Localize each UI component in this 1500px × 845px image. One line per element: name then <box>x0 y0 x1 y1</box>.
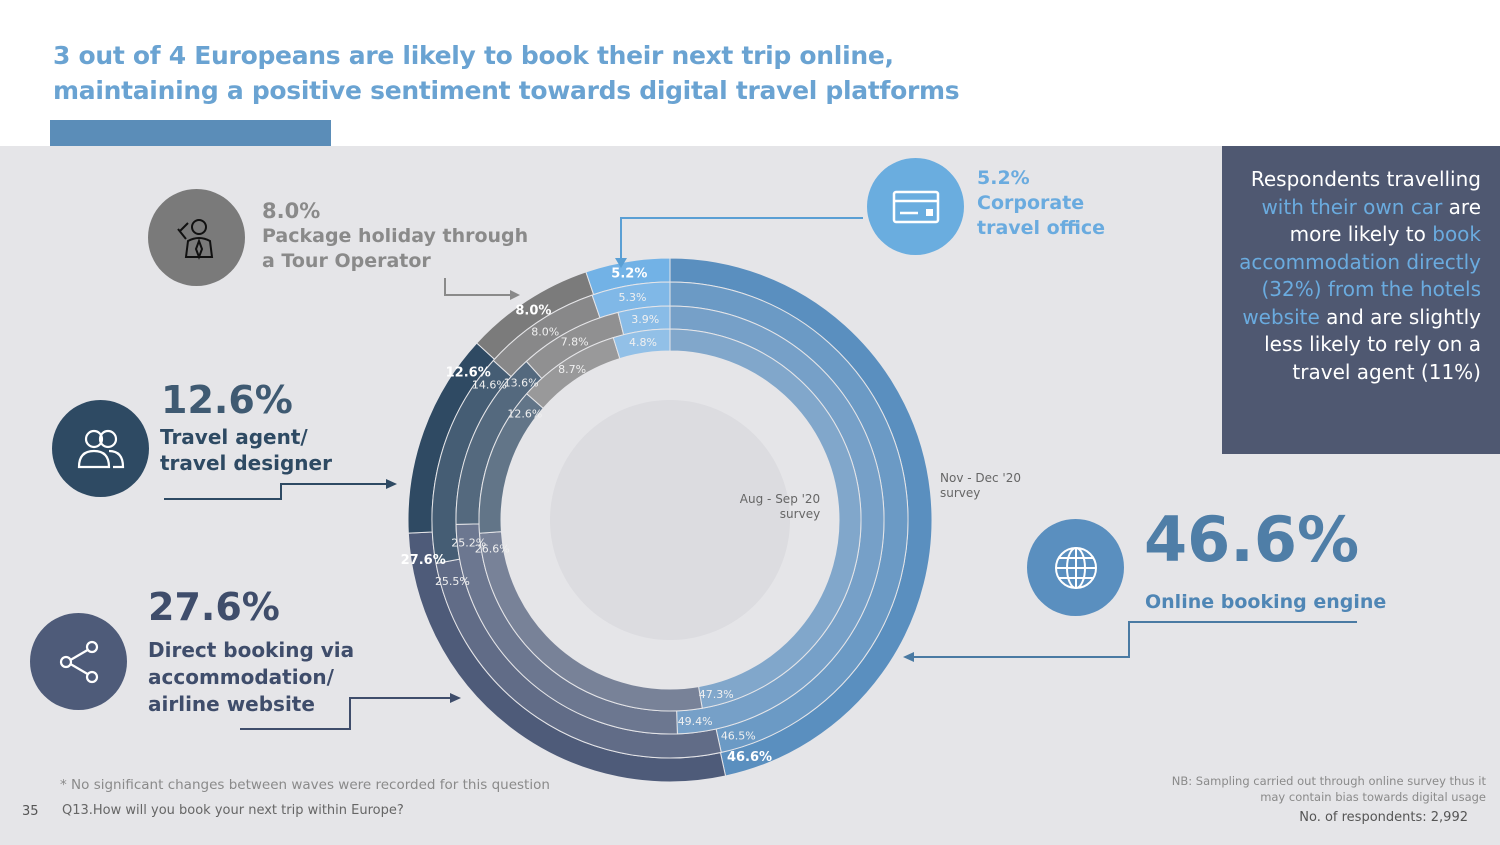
package-label-1: Package holiday through <box>262 225 529 247</box>
online-label: Online booking engine <box>1145 591 1387 613</box>
donut-value-label: 5.3% <box>619 291 647 304</box>
callout-highlight-1: with their own car <box>1261 194 1443 219</box>
package-arrow-icon <box>510 290 520 300</box>
online-arrow-icon <box>903 652 914 662</box>
tour-operator-glyph <box>176 218 213 260</box>
respondent-count: No. of respondents: 2,992 <box>1299 810 1468 825</box>
share-glyph <box>59 640 98 683</box>
corporate-arrow-icon <box>615 258 627 268</box>
page-title: 3 out of 4 Europeans are likely to book … <box>53 38 1053 108</box>
donut-value-label: 12.6% <box>446 365 491 380</box>
donut-value-label: 13.6% <box>504 377 539 390</box>
outer-ring-label-1: Nov - Dec '20 <box>940 471 1021 485</box>
agent-label-1: Travel agent/ <box>160 425 308 449</box>
donut-value-label: 49.4% <box>678 715 713 728</box>
donut-value-label: 46.5% <box>721 729 756 742</box>
agent-connector <box>164 483 388 500</box>
corporate-connector <box>620 217 863 262</box>
package-percentage: 8.0% <box>262 199 321 223</box>
donut-value-label: 8.7% <box>558 363 586 376</box>
globe-icon <box>1027 519 1124 616</box>
corporate-percentage: 5.2% <box>977 167 1030 189</box>
outer-ring-label-2: survey <box>940 486 980 500</box>
donut-value-label: 26.6% <box>475 543 510 556</box>
agent-arrow-icon <box>386 479 397 489</box>
title-accent-bar <box>50 120 331 146</box>
donut-value-label: 8.0% <box>515 304 551 319</box>
insight-callout: Respondents travelling with their own ca… <box>1222 146 1500 454</box>
callout-text-2: are more likely to <box>1289 194 1481 247</box>
donut-value-label: 7.8% <box>561 335 589 348</box>
agent-label-2: travel designer <box>160 451 332 475</box>
online-connector <box>912 621 1357 658</box>
globe-glyph <box>1054 546 1097 589</box>
donut-value-labels: 46.6% 27.6% 12.6% 8.0% 5.2% 46.5% 25.5% 14.6% 8.… <box>401 266 772 765</box>
credit-card-glyph <box>892 190 939 223</box>
package-label-2: a Tour Operator <box>262 250 431 272</box>
donut-value-label: 4.8% <box>629 336 657 349</box>
donut-center <box>550 400 790 640</box>
online-percentage: 46.6% <box>1144 503 1360 576</box>
donut-value-label: 12.6% <box>507 408 542 421</box>
corporate-label-1: Corporate <box>977 192 1085 214</box>
agent-percentage: 12.6% <box>161 378 293 422</box>
tour-operator-icon <box>148 189 245 286</box>
donut-value-label: 27.6% <box>401 553 446 568</box>
donut-value-label: 14.6% <box>472 378 507 391</box>
donut-value-label: 5.2% <box>611 266 647 281</box>
footnote: * No significant changes between waves w… <box>60 777 550 793</box>
callout-text-3: and are slightly less likely to rely on … <box>1264 304 1481 384</box>
donut-segment <box>612 328 671 360</box>
direct-arrow-icon <box>450 693 461 703</box>
credit-card-icon <box>867 158 964 255</box>
donut-value-label: 8.0% <box>531 326 559 339</box>
users-icon <box>52 400 149 497</box>
title-line-1: 3 out of 4 Europeans are likely to book … <box>53 41 894 70</box>
inner-ring-label-1: Aug - Sep '20 <box>740 492 820 506</box>
direct-label-2: accommodation/ <box>148 665 334 689</box>
callout-text-1: Respondents travelling <box>1250 167 1481 191</box>
sampling-note-1: NB: Sampling carried out through online … <box>1171 774 1486 788</box>
inner-ring-label-2: survey <box>780 507 820 521</box>
callout-highlight-2: book accommodation directly (32%) from t… <box>1239 222 1481 329</box>
donut-rings <box>407 257 933 783</box>
title-line-2: maintaining a positive sentiment towards… <box>53 76 960 105</box>
direct-connector <box>240 697 452 730</box>
donut-value-label: 25.5% <box>435 575 470 588</box>
direct-label-3: airline website <box>148 692 315 716</box>
survey-question: Q13.How will you book your next trip wit… <box>62 803 404 818</box>
users-glyph <box>77 429 124 468</box>
share-icon <box>30 613 127 710</box>
donut-value-label: 25.2% <box>451 536 486 549</box>
donut-value-label: 46.6% <box>727 750 772 765</box>
sampling-note-2: may contain bias towards digital usage <box>1260 790 1486 804</box>
direct-percentage: 27.6% <box>148 585 280 629</box>
direct-label-1: Direct booking via <box>148 638 355 662</box>
page-number: 35 <box>22 804 39 819</box>
corporate-label-2: travel office <box>977 217 1106 239</box>
donut-value-label: 3.9% <box>631 313 659 326</box>
donut-value-label: 47.3% <box>699 688 734 701</box>
package-connector <box>444 278 512 296</box>
